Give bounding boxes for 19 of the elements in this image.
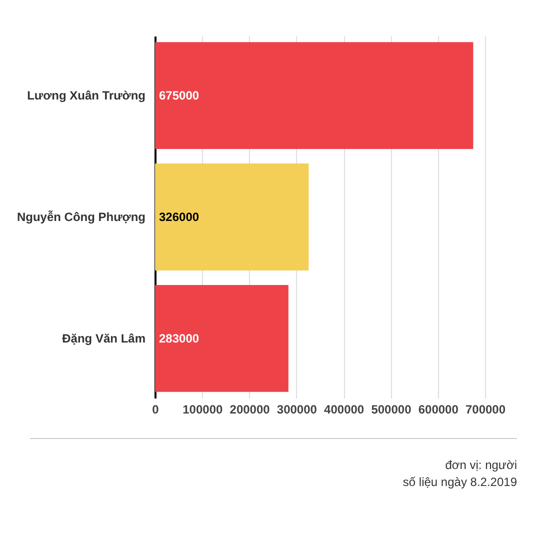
x-tick-label: 0 <box>152 402 160 416</box>
x-tick-label: 500000 <box>371 402 412 416</box>
text: đơn vị: người <box>444 457 517 474</box>
bar <box>155 164 309 270</box>
x-tick-label: 100000 <box>182 402 223 416</box>
data-label: 326000 <box>159 210 200 224</box>
bar <box>155 42 474 149</box>
x-tick-label: 600000 <box>418 402 459 416</box>
y-tick-label: Lương Xuân Trường <box>27 88 146 103</box>
x-tick-label: 200000 <box>230 402 270 416</box>
text: số liệu ngày 8.2.2019 <box>402 474 517 491</box>
y-tick-label: Đặng Văn Lâm <box>62 331 146 346</box>
data-label: 675000 <box>159 88 200 103</box>
x-tick-label: 700000 <box>465 402 506 416</box>
bar <box>155 285 288 392</box>
data-label: 283000 <box>159 331 200 346</box>
y-tick-label: Nguyễn Công Phượng <box>16 210 146 224</box>
x-tick-label: 400000 <box>324 402 364 416</box>
x-tick-label: 300000 <box>276 402 318 416</box>
